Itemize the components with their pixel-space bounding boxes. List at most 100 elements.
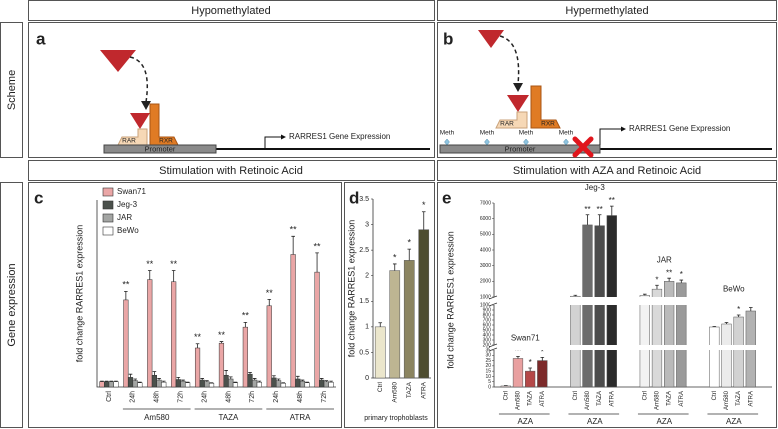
meth-marks (444, 138, 569, 146)
bar (256, 381, 262, 388)
meth-label: Meth (559, 130, 574, 137)
bar (223, 374, 229, 388)
bar (137, 382, 143, 388)
significance: ** (515, 346, 521, 355)
x-tick-label: Ctrl (573, 391, 579, 400)
error-bar (300, 379, 305, 382)
panel-letter: b (443, 29, 453, 48)
bar (295, 378, 301, 388)
significance: ** (290, 225, 298, 235)
bar (132, 380, 138, 388)
error-bar (421, 211, 426, 230)
header-title: Hypomethylated (191, 5, 271, 17)
bar (418, 229, 430, 379)
error-bar (276, 378, 281, 381)
error-bar (243, 321, 248, 328)
error-bar (329, 380, 333, 383)
y-tick-label: 2.5 (359, 247, 369, 254)
bar (570, 295, 581, 388)
receptor-label: RXR (541, 121, 555, 128)
x-tick-label: Am580 (391, 382, 398, 403)
row-label-box (0, 22, 23, 158)
y-tick-label: 4000 (480, 247, 491, 253)
bar (171, 281, 177, 388)
group-label: Am580 (144, 413, 170, 422)
x-tick-label: 72h (249, 391, 256, 403)
ligand (130, 113, 150, 129)
error-bar (138, 381, 142, 383)
y-tick-label: 3 (365, 221, 369, 228)
y-tick-label: 1.5 (359, 298, 369, 305)
legend-label: Swan71 (117, 187, 146, 196)
bar (175, 379, 181, 388)
legend-label: Jeg-3 (117, 200, 138, 209)
legend-label: BeWo (117, 226, 139, 235)
bar (199, 379, 205, 388)
x-tick-label: 24h (130, 391, 137, 403)
axis-break (490, 297, 772, 305)
section-title: Stimulation with AZA and Retinoic Acid (513, 165, 701, 177)
ligand (478, 30, 504, 48)
legend-swatch (102, 213, 114, 223)
legend-label: JAR (117, 213, 132, 222)
error-bar (585, 214, 590, 225)
y-tick-label: 700 (483, 317, 492, 323)
y-tick-label: 5000 (480, 232, 491, 238)
error-bar (152, 371, 157, 376)
promoter (103, 144, 217, 154)
row-label-box (0, 182, 23, 428)
bar (328, 381, 334, 388)
y-tick-label: 30 (485, 353, 491, 359)
x-tick-label: ATRA (540, 391, 546, 407)
x-tick-label: TAZA (528, 391, 534, 406)
bar (280, 383, 286, 388)
error-bar (181, 379, 185, 382)
bar (252, 379, 258, 388)
header-box (437, 0, 777, 21)
x-tick-label: ATRA (420, 381, 427, 399)
significance: ** (122, 280, 130, 290)
receptor-label: RAR (122, 138, 136, 145)
block-mark (572, 136, 594, 158)
error-bar (161, 380, 166, 383)
meth-label: Meth (440, 130, 455, 137)
error-bar (272, 375, 276, 378)
group-label: AZA (587, 417, 603, 426)
significance: * (422, 200, 426, 210)
x-axis-label: primary trophoblasts (364, 415, 428, 422)
ligand (507, 95, 529, 112)
bar (180, 380, 186, 388)
significance: ** (609, 196, 615, 205)
x-tick-label: 24h (201, 391, 208, 403)
error-bar (109, 380, 114, 382)
arrow-head (141, 101, 151, 110)
x-tick-label: Ctrl (503, 391, 509, 400)
significance: ** (194, 332, 202, 342)
ligand (100, 50, 136, 72)
y-tick-label: 1000 (480, 294, 491, 300)
error-bar (540, 357, 545, 361)
significance: * (407, 237, 411, 247)
significance: * (529, 358, 532, 367)
error-bar (597, 214, 602, 226)
y-tick-label: 0 (365, 375, 369, 382)
error-bar (104, 380, 109, 382)
group-label: AZA (517, 417, 533, 426)
legend-swatch (102, 200, 114, 210)
bar (594, 225, 605, 388)
error-bar (679, 279, 684, 283)
x-tick-label: 72h (177, 391, 184, 403)
group-label: ATRA (290, 413, 311, 422)
significance: * (737, 305, 740, 314)
header-box (28, 0, 435, 21)
significance: ** (584, 205, 590, 214)
promoter-label: Promoter (505, 144, 536, 153)
y-axis-label: fold change RARRES1 expression (445, 231, 455, 369)
error-bar (378, 322, 383, 327)
header-box (28, 160, 435, 181)
error-bar (219, 341, 224, 344)
bar (185, 382, 191, 388)
y-axis-label: fold change RARRES1 expression (74, 225, 84, 363)
header-title: Hypermethylated (565, 5, 648, 17)
arrow-head (621, 126, 626, 132)
